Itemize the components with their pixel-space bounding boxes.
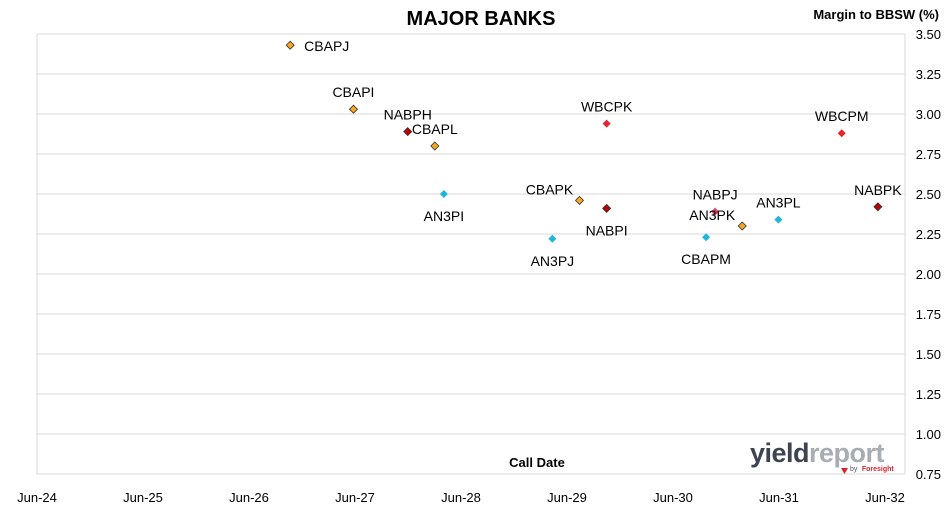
y-tick-label: 3.50 (916, 27, 941, 42)
y-tick-label: 2.00 (916, 267, 941, 282)
y-tick-label: 2.25 (916, 227, 941, 242)
x-tick-label: Jun-28 (441, 490, 481, 505)
logo-yield-text: yield (750, 438, 809, 468)
data-point-cbapi (348, 104, 359, 114)
yieldreport-logo: yieldreport by Foresight (750, 438, 894, 475)
y-tick-label: 1.50 (916, 347, 941, 362)
y-tick-label: 2.50 (916, 187, 941, 202)
data-label-cbapi: CBAPI (332, 84, 374, 100)
data-point-an3pj (548, 234, 557, 243)
x-axis-label: Call Date (509, 455, 565, 470)
data-point-an3pi (439, 190, 448, 198)
y-tick-label: 3.00 (916, 107, 941, 122)
x-tick-label: Jun-24 (17, 490, 57, 505)
data-point-cbapl (430, 141, 440, 151)
data-point-cbapk (574, 195, 585, 205)
y-tick-label: 1.00 (916, 427, 941, 442)
data-label-nabpj: NABPJ (693, 187, 738, 203)
data-label-nabph: NABPH (384, 107, 432, 123)
data-points (285, 40, 883, 243)
data-point-nabpi (602, 203, 612, 213)
data-label-an3pk: AN3PK (689, 207, 736, 223)
x-tick-label: Jun-26 (229, 490, 269, 505)
x-tick-label: Jun-31 (759, 490, 799, 505)
logo-arrow-icon (841, 468, 848, 474)
svg-text:by Foresight: by Foresight (850, 458, 894, 475)
data-point-an3pl (774, 215, 783, 224)
data-point-wbcpk (602, 119, 611, 128)
x-tick-labels: Jun-24 Jun-25 Jun-26 Jun-27 Jun-28 Jun-29 Jun-… (17, 490, 905, 505)
data-label-cbapj: CBAPJ (304, 38, 349, 54)
y-axis-label: Margin to BBSW (%) (813, 7, 939, 22)
x-tick-label: Jun-25 (123, 490, 163, 505)
data-label-cbapm: CBAPM (681, 251, 731, 267)
x-tick-label: Jun-27 (335, 490, 375, 505)
data-label-wbcpk: WBCPK (581, 99, 633, 115)
x-tick-label: Jun-30 (653, 490, 693, 505)
data-point-nabpk (873, 202, 883, 212)
data-label-cbapl: CBAPL (412, 121, 458, 137)
data-point-nabpj (711, 207, 720, 216)
chart-title: MAJOR BANKS (407, 8, 556, 30)
data-point-wbcpm (837, 129, 846, 138)
data-label-nabpi: NABPI (586, 222, 628, 238)
data-label-an3pl: AN3PL (756, 195, 801, 211)
data-point-cbapj (285, 40, 295, 50)
logo-by-text: by (850, 466, 858, 473)
data-label-an3pj: AN3PJ (531, 253, 575, 269)
y-tick-label: 0.75 (916, 467, 941, 482)
y-tick-label: 3.25 (916, 67, 941, 82)
svg-text:yieldreport: yieldreport (750, 438, 885, 468)
data-point-an3pk (737, 221, 747, 231)
data-label-wbcpm: WBCPM (815, 108, 869, 124)
grid-lines (37, 33, 905, 475)
data-point-cbapm (702, 233, 711, 242)
data-label-cbapk: CBAPK (526, 181, 574, 197)
y-tick-label: 1.75 (916, 307, 941, 322)
data-label-nabpk: NABPK (854, 182, 902, 198)
y-tick-labels: 0.75 1.00 1.25 1.50 1.75 2.00 2.25 2.50 2.75 3.00… (916, 27, 941, 482)
data-label-an3pi: AN3PI (424, 208, 464, 224)
x-tick-label: Jun-29 (547, 490, 587, 505)
y-tick-label: 1.25 (916, 387, 941, 402)
data-point-nabph (403, 127, 413, 137)
logo-report-text: report (809, 438, 885, 468)
logo-foresight-text: Foresight (862, 466, 895, 473)
x-tick-label: Jun-32 (865, 490, 905, 505)
y-tick-label: 2.75 (916, 147, 941, 162)
